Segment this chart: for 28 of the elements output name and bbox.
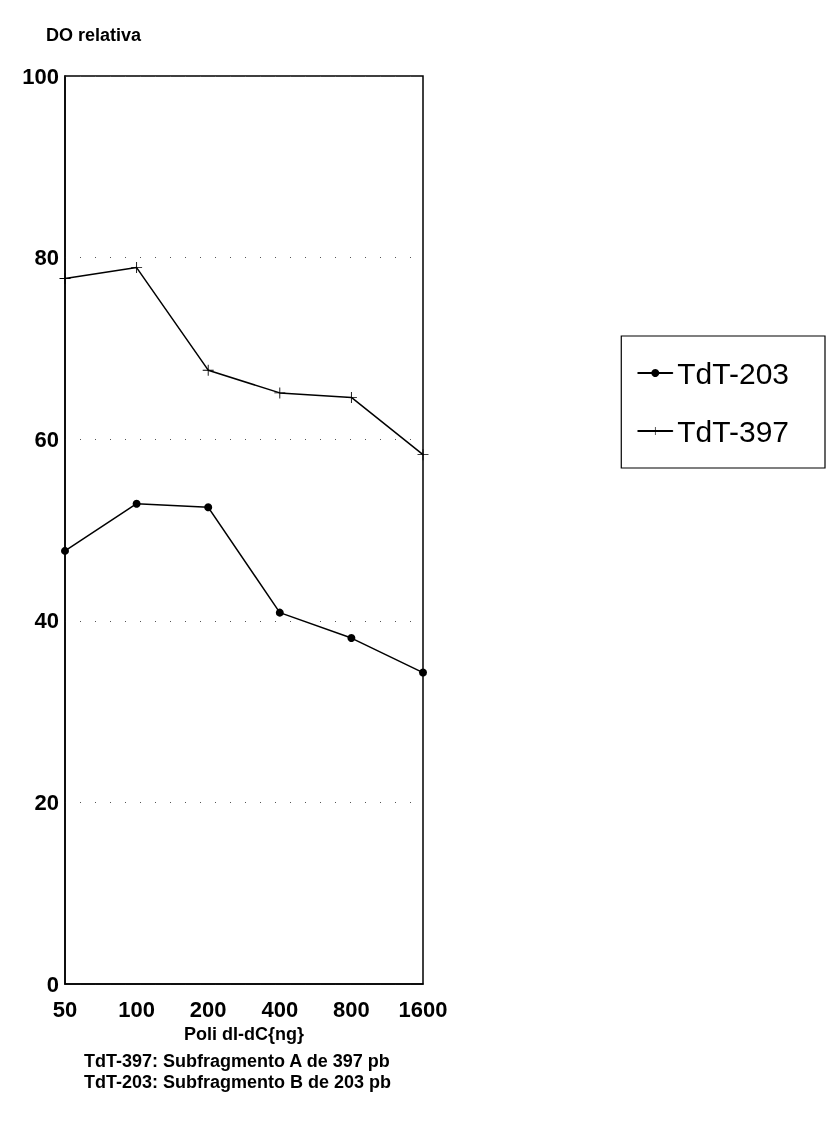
x-tick-label: 200 (189, 996, 227, 1022)
y-tick-label: 20 (34, 789, 59, 815)
x-tick-label: 800 (333, 996, 370, 1022)
x-tick-label: 100 (118, 996, 155, 1022)
point (204, 503, 213, 512)
point (132, 499, 141, 508)
point (202, 364, 214, 376)
x-tick-label: 50 (52, 996, 78, 1022)
y-axis-title: DO relativa (46, 25, 143, 45)
y-tick-label: 80 (34, 245, 59, 271)
point (61, 546, 69, 555)
x-tick-label: 400 (261, 996, 299, 1022)
x-axis-title: Poli dI-dC{ng} (184, 1023, 304, 1044)
y-tick-label: 100 (22, 63, 59, 89)
text: TdT-397: Subfragmento A de 397 pb (84, 1051, 390, 1071)
y-tick-label: 0 (46, 971, 59, 997)
point (345, 391, 357, 403)
point (347, 634, 356, 643)
point (274, 387, 286, 399)
point (419, 668, 427, 677)
y-tick-label: 60 (34, 426, 59, 452)
point (131, 262, 143, 274)
legend-label: TdT-397 (677, 414, 790, 448)
y-tick-label: 40 (34, 608, 59, 634)
point (275, 608, 284, 617)
legend-label: TdT-203 (677, 356, 790, 390)
text: TdT-203: Subfragmento B de 203 pb (84, 1072, 392, 1092)
x-tick-label: 1600 (398, 996, 448, 1022)
